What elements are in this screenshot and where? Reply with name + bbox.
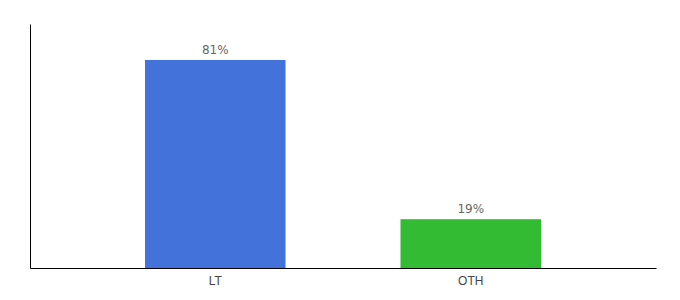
- bars: [145, 60, 541, 268]
- data-labels: 81% 19%: [202, 43, 484, 216]
- x-tick-label: OTH: [458, 274, 483, 288]
- bar: [400, 219, 541, 268]
- x-axis-line: [31, 268, 657, 269]
- y-axis: [30, 25, 31, 269]
- bar: [145, 60, 286, 268]
- y-axis-line: [30, 25, 31, 269]
- x-tick-label: LT: [209, 274, 223, 288]
- data-label: 81%: [202, 43, 229, 57]
- x-axis: LT OTH: [31, 268, 657, 288]
- chart: 81% 19% LT OTH: [0, 0, 680, 300]
- x-tick: OTH: [458, 268, 483, 288]
- plot: 81% 19% LT OTH: [31, 25, 657, 288]
- x-tick: LT: [209, 268, 223, 288]
- data-label: 19%: [457, 202, 484, 216]
